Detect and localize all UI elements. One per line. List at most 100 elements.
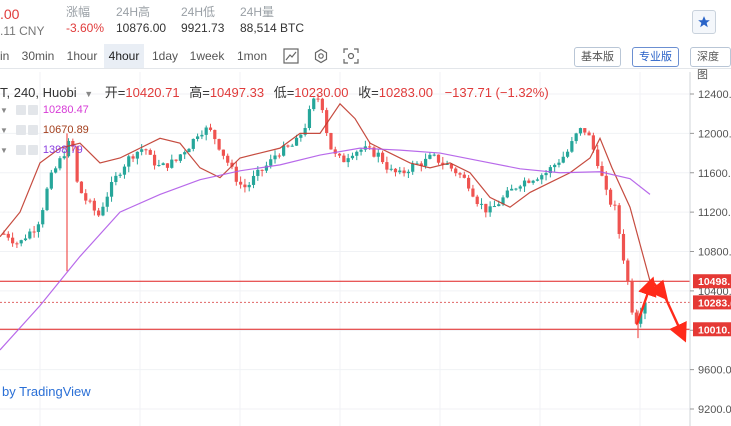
indicator-settings-icon[interactable] (15, 145, 26, 155)
indicator-close-icon[interactable] (27, 145, 38, 155)
high-value: 10497.33 (209, 85, 265, 100)
candle-body (131, 156, 135, 159)
candle-body (596, 149, 600, 166)
indicator-dropdown-icon[interactable]: ▼ (0, 125, 8, 135)
candle-body (84, 193, 88, 201)
tf-1week[interactable]: 1week (189, 49, 225, 63)
indicator-close-icon[interactable] (27, 105, 38, 115)
candle-body (531, 180, 535, 183)
chart-type-icon[interactable] (282, 47, 300, 65)
price-tag-label: 10283.( (698, 297, 731, 309)
candles (2, 93, 647, 339)
candle-body (122, 166, 127, 175)
candle-body (432, 154, 436, 156)
high-label: 24H高 (116, 5, 151, 19)
candle-body (527, 180, 531, 183)
candle-body (195, 136, 200, 139)
tick-label: 11600.00 (698, 168, 731, 180)
favorite-button[interactable] (692, 10, 716, 34)
candle-body (62, 156, 66, 159)
price-tag-label: 10010. (698, 324, 730, 336)
candle-body (484, 203, 488, 213)
candle-body (187, 148, 191, 153)
candle-body (152, 154, 157, 166)
price-stats-bar: .00 .11 CNY 涨幅 -3.60% 24H高 10876.00 24H低… (0, 0, 690, 40)
candle-body (587, 132, 591, 136)
pro-version-button[interactable]: 专业版 (632, 47, 679, 67)
candle-body (604, 175, 608, 190)
indicator-settings-icon[interactable] (15, 125, 26, 135)
settings-icon[interactable] (312, 47, 330, 65)
candle-body (191, 138, 195, 149)
tf-1mon[interactable]: 1mon (236, 49, 268, 63)
candle-body (488, 206, 492, 213)
candle-body (28, 231, 32, 239)
candle-body (294, 137, 299, 146)
candle-body (213, 129, 217, 140)
candle-body (411, 163, 415, 172)
candle-body (634, 312, 638, 324)
candle-body (299, 134, 303, 138)
candle-body (557, 162, 561, 165)
candle-body (140, 149, 144, 152)
tf-30min[interactable]: 30min (21, 49, 55, 63)
basic-version-button[interactable]: 基本版 (574, 47, 621, 67)
candle-body (79, 181, 84, 194)
symbol-dropdown-icon[interactable]: ▼ (84, 89, 94, 99)
indicator-settings-icon[interactable] (15, 105, 26, 115)
ma_fast-line (0, 102, 651, 282)
volume-label: 24H量 (240, 5, 275, 19)
last-price-cny: .11 CNY (0, 24, 45, 38)
candle-body (630, 281, 634, 313)
indicator-close-icon[interactable] (27, 125, 38, 135)
candle-body (613, 204, 617, 206)
candle-body (415, 163, 419, 165)
indicator-dropdown-icon[interactable]: ▼ (0, 145, 8, 155)
candle-body (183, 152, 187, 155)
candle-body (342, 155, 346, 163)
tf-4hour[interactable]: 4hour (104, 44, 144, 68)
candle-body (101, 206, 105, 216)
price-axis: 12400.00 12000.00 11600.00 11200.00 10800.00… (690, 89, 731, 416)
candle-body (221, 149, 226, 156)
price-tag-bg (693, 322, 731, 337)
indicator-dropdown-icon[interactable]: ▼ (0, 105, 8, 115)
candle-body (518, 186, 522, 189)
high-value: 10876.00 (116, 21, 167, 35)
tick-label: 11200.00 (698, 207, 731, 219)
candle-body (109, 182, 114, 197)
candle-body (58, 158, 62, 169)
forecast-arrow (663, 296, 687, 343)
forecast-arrows (635, 276, 687, 343)
price-tag-label: 10498. (698, 276, 730, 288)
tf-1hour[interactable]: 1hour (66, 49, 98, 63)
change-value: -3.60% (66, 21, 105, 35)
last-price-stat: .00 .11 CNY (0, 5, 44, 39)
ohlc-legend: T, 240, Huobi ▼ 开=10420.71 高=10497.33 低=… (0, 82, 549, 101)
candle-body (368, 146, 372, 148)
candle-body (66, 140, 71, 157)
high-stat: 24H高 10876.00 (116, 5, 166, 36)
candle-body (320, 98, 324, 111)
tf-partial[interactable]: in (0, 49, 10, 63)
tf-1day[interactable]: 1day (151, 49, 179, 63)
candle-body (6, 233, 10, 238)
volume-stat: 24H量 88,514 BTC (240, 5, 304, 36)
candle-body (247, 184, 251, 188)
candle-body (540, 175, 544, 180)
screenshot-icon[interactable] (342, 47, 360, 65)
candle-body (475, 196, 479, 205)
candle-body (359, 149, 363, 152)
candle-body (467, 177, 471, 189)
candle-body (578, 128, 583, 134)
candle-body (522, 180, 527, 187)
candle-body (350, 155, 355, 159)
candle-body (135, 151, 139, 159)
candle-body (574, 133, 578, 142)
depth-chart-button[interactable]: 深度图 (690, 47, 731, 81)
ma_slow-line (0, 147, 651, 351)
price-tag-bg (693, 274, 731, 289)
candle-body (239, 181, 243, 185)
candle-body (458, 173, 462, 175)
